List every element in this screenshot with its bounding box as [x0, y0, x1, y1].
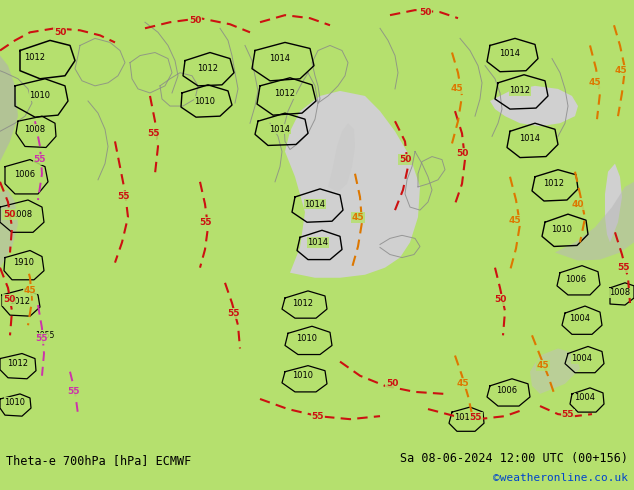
- Text: 50: 50: [54, 28, 66, 37]
- Polygon shape: [530, 348, 580, 394]
- Text: 1010: 1010: [292, 371, 313, 380]
- Text: 45: 45: [537, 361, 549, 370]
- Text: 55: 55: [118, 193, 130, 201]
- Text: 45: 45: [23, 286, 36, 295]
- Text: 1012: 1012: [292, 298, 313, 308]
- Text: 1006: 1006: [15, 170, 36, 179]
- Text: 55: 55: [227, 309, 239, 318]
- Text: 1014: 1014: [519, 134, 541, 143]
- Text: 55: 55: [312, 412, 324, 420]
- Text: 1010: 1010: [297, 334, 318, 343]
- Text: 50: 50: [386, 379, 398, 389]
- Text: 45: 45: [352, 213, 365, 221]
- Text: 1014: 1014: [304, 199, 325, 209]
- Text: 50: 50: [494, 295, 506, 304]
- Text: 1010: 1010: [552, 225, 573, 234]
- Text: 55: 55: [198, 218, 211, 227]
- Text: 1012: 1012: [510, 86, 531, 96]
- Text: 55: 55: [618, 263, 630, 272]
- Text: 55: 55: [34, 155, 46, 164]
- Text: 1012: 1012: [198, 64, 219, 73]
- Text: 50: 50: [189, 16, 201, 24]
- Text: 1014: 1014: [269, 54, 290, 63]
- Text: 45: 45: [456, 379, 469, 389]
- Text: 1004: 1004: [569, 314, 590, 323]
- Text: 1014: 1014: [307, 238, 328, 247]
- Polygon shape: [490, 86, 578, 126]
- Text: 40: 40: [572, 199, 585, 209]
- Text: 1004: 1004: [571, 354, 593, 363]
- Text: 50: 50: [419, 8, 431, 17]
- Polygon shape: [555, 182, 634, 261]
- Text: 1055: 1055: [36, 331, 55, 340]
- Text: 45: 45: [615, 66, 627, 75]
- Text: 45: 45: [508, 216, 521, 225]
- Text: 1010: 1010: [4, 397, 25, 407]
- Text: ©weatheronline.co.uk: ©weatheronline.co.uk: [493, 473, 628, 483]
- Text: 1012: 1012: [25, 53, 46, 62]
- Text: Sa 08-06-2024 12:00 UTC (00+156): Sa 08-06-2024 12:00 UTC (00+156): [400, 452, 628, 465]
- Text: 1008: 1008: [609, 289, 631, 297]
- Text: 1012: 1012: [543, 179, 564, 188]
- Text: 50: 50: [399, 155, 411, 164]
- Text: 50: 50: [3, 210, 15, 219]
- Text: 1014: 1014: [269, 125, 290, 134]
- Text: 1008: 1008: [11, 210, 32, 219]
- Text: 55: 55: [68, 388, 81, 396]
- Text: 1012: 1012: [275, 90, 295, 98]
- Text: 1910: 1910: [13, 258, 34, 267]
- Text: 1012: 1012: [10, 296, 30, 305]
- Text: 55: 55: [562, 410, 574, 418]
- Text: Theta-e 700hPa [hPa] ECMWF: Theta-e 700hPa [hPa] ECMWF: [6, 454, 191, 467]
- Polygon shape: [605, 164, 622, 243]
- Text: 55: 55: [470, 413, 482, 422]
- Text: 1010: 1010: [195, 97, 216, 105]
- Text: 1014: 1014: [500, 49, 521, 58]
- Text: 1010: 1010: [30, 92, 51, 100]
- Text: 55: 55: [148, 129, 160, 138]
- Text: 45: 45: [451, 84, 463, 94]
- Text: 1012: 1012: [455, 413, 476, 422]
- Text: 1006: 1006: [496, 387, 517, 395]
- Text: 1012: 1012: [8, 359, 29, 368]
- Polygon shape: [0, 55, 18, 162]
- Polygon shape: [285, 91, 420, 278]
- Text: 45: 45: [589, 78, 601, 87]
- Text: 1008: 1008: [25, 125, 46, 134]
- Polygon shape: [0, 190, 18, 268]
- Text: 55: 55: [36, 334, 48, 343]
- Text: 1006: 1006: [566, 275, 586, 284]
- Text: 50: 50: [456, 149, 468, 158]
- Text: 1004: 1004: [574, 393, 595, 402]
- Text: 50: 50: [3, 295, 15, 304]
- Polygon shape: [328, 123, 355, 192]
